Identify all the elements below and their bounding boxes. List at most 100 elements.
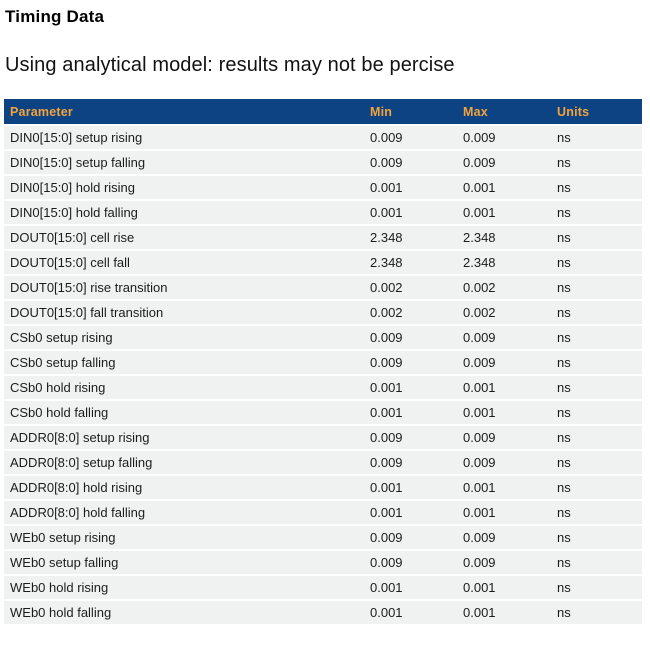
units-cell: ns — [551, 476, 642, 499]
max-cell: 0.009 — [457, 351, 551, 374]
min-cell: 0.001 — [364, 376, 457, 399]
units-cell: ns — [551, 451, 642, 474]
units-cell: ns — [551, 576, 642, 599]
max-cell: 0.009 — [457, 526, 551, 549]
max-cell: 0.001 — [457, 476, 551, 499]
min-cell: 0.001 — [364, 201, 457, 224]
parameter-cell: DOUT0[15:0] cell fall — [4, 251, 364, 274]
max-cell: 0.009 — [457, 451, 551, 474]
units-cell: ns — [551, 126, 642, 149]
table-row: CSb0 hold falling 0.001 0.001 ns — [4, 401, 642, 424]
units-cell: ns — [551, 551, 642, 574]
min-cell: 0.009 — [364, 526, 457, 549]
max-cell: 0.001 — [457, 376, 551, 399]
min-cell: 0.002 — [364, 276, 457, 299]
max-cell: 0.002 — [457, 301, 551, 324]
min-cell: 0.001 — [364, 476, 457, 499]
min-cell: 0.009 — [364, 151, 457, 174]
min-cell: 0.001 — [364, 501, 457, 524]
parameter-cell: WEb0 setup falling — [4, 551, 364, 574]
min-cell: 0.009 — [364, 426, 457, 449]
table-row: ADDR0[8:0] setup falling 0.009 0.009 ns — [4, 451, 642, 474]
max-cell: 0.002 — [457, 276, 551, 299]
table-row: DOUT0[15:0] cell rise 2.348 2.348 ns — [4, 226, 642, 249]
parameter-cell: CSb0 hold falling — [4, 401, 364, 424]
min-cell: 2.348 — [364, 251, 457, 274]
parameter-cell: CSb0 hold rising — [4, 376, 364, 399]
units-cell: ns — [551, 376, 642, 399]
table-row: WEb0 hold falling 0.001 0.001 ns — [4, 601, 642, 624]
table-header-row: Parameter Min Max Units — [4, 99, 642, 124]
table-row: ADDR0[8:0] hold falling 0.001 0.001 ns — [4, 501, 642, 524]
parameter-cell: ADDR0[8:0] hold falling — [4, 501, 364, 524]
parameter-cell: DIN0[15:0] setup falling — [4, 151, 364, 174]
min-cell: 0.001 — [364, 176, 457, 199]
parameter-cell: DOUT0[15:0] cell rise — [4, 226, 364, 249]
max-cell: 2.348 — [457, 226, 551, 249]
parameter-cell: WEb0 setup rising — [4, 526, 364, 549]
page-title: Timing Data — [5, 7, 105, 26]
units-cell: ns — [551, 301, 642, 324]
max-cell: 0.009 — [457, 551, 551, 574]
table-row: DIN0[15:0] setup rising 0.009 0.009 ns — [4, 126, 642, 149]
table-row: DIN0[15:0] setup falling 0.009 0.009 ns — [4, 151, 642, 174]
parameter-cell: WEb0 hold falling — [4, 601, 364, 624]
min-cell: 0.009 — [364, 551, 457, 574]
parameter-cell: DIN0[15:0] setup rising — [4, 126, 364, 149]
min-cell: 0.009 — [364, 126, 457, 149]
units-cell: ns — [551, 176, 642, 199]
parameter-cell: CSb0 setup falling — [4, 351, 364, 374]
units-cell: ns — [551, 501, 642, 524]
min-cell: 0.001 — [364, 401, 457, 424]
min-cell: 0.009 — [364, 326, 457, 349]
units-cell: ns — [551, 151, 642, 174]
max-cell: 0.001 — [457, 576, 551, 599]
parameter-cell: DIN0[15:0] hold falling — [4, 201, 364, 224]
parameter-cell: DIN0[15:0] hold rising — [4, 176, 364, 199]
max-cell: 0.009 — [457, 326, 551, 349]
max-cell: 0.009 — [457, 426, 551, 449]
max-cell: 0.001 — [457, 601, 551, 624]
table-row: DIN0[15:0] hold falling 0.001 0.001 ns — [4, 201, 642, 224]
min-cell: 2.348 — [364, 226, 457, 249]
table-row: WEb0 setup rising 0.009 0.009 ns — [4, 526, 642, 549]
column-header-max: Max — [457, 99, 551, 124]
parameter-cell: ADDR0[8:0] setup falling — [4, 451, 364, 474]
max-cell: 2.348 — [457, 251, 551, 274]
parameter-cell: ADDR0[8:0] hold rising — [4, 476, 364, 499]
parameter-cell: CSb0 setup rising — [4, 326, 364, 349]
table-row: WEb0 hold rising 0.001 0.001 ns — [4, 576, 642, 599]
min-cell: 0.001 — [364, 576, 457, 599]
table-row: DOUT0[15:0] rise transition 0.002 0.002 ns — [4, 276, 642, 299]
min-cell: 0.002 — [364, 301, 457, 324]
parameter-cell: ADDR0[8:0] setup rising — [4, 426, 364, 449]
min-cell: 0.009 — [364, 351, 457, 374]
max-cell: 0.001 — [457, 201, 551, 224]
max-cell: 0.001 — [457, 401, 551, 424]
table-row: DOUT0[15:0] fall transition 0.002 0.002 ns — [4, 301, 642, 324]
units-cell: ns — [551, 251, 642, 274]
column-header-units: Units — [551, 99, 642, 124]
units-cell: ns — [551, 226, 642, 249]
parameter-cell: DOUT0[15:0] fall transition — [4, 301, 364, 324]
max-cell: 0.009 — [457, 151, 551, 174]
timing-table: Parameter Min Max Units DIN0[15:0] setup… — [4, 97, 642, 626]
units-cell: ns — [551, 326, 642, 349]
units-cell: ns — [551, 526, 642, 549]
table-row: CSb0 hold rising 0.001 0.001 ns — [4, 376, 642, 399]
max-cell: 0.009 — [457, 126, 551, 149]
min-cell: 0.009 — [364, 451, 457, 474]
max-cell: 0.001 — [457, 501, 551, 524]
column-header-parameter: Parameter — [4, 99, 364, 124]
units-cell: ns — [551, 426, 642, 449]
table-row: CSb0 setup falling 0.009 0.009 ns — [4, 351, 642, 374]
parameter-cell: DOUT0[15:0] rise transition — [4, 276, 364, 299]
min-cell: 0.001 — [364, 601, 457, 624]
page-subtitle: Using analytical model: results may not … — [5, 54, 455, 76]
table-row: WEb0 setup falling 0.009 0.009 ns — [4, 551, 642, 574]
table-row: DOUT0[15:0] cell fall 2.348 2.348 ns — [4, 251, 642, 274]
units-cell: ns — [551, 201, 642, 224]
table-row: ADDR0[8:0] hold rising 0.001 0.001 ns — [4, 476, 642, 499]
units-cell: ns — [551, 601, 642, 624]
